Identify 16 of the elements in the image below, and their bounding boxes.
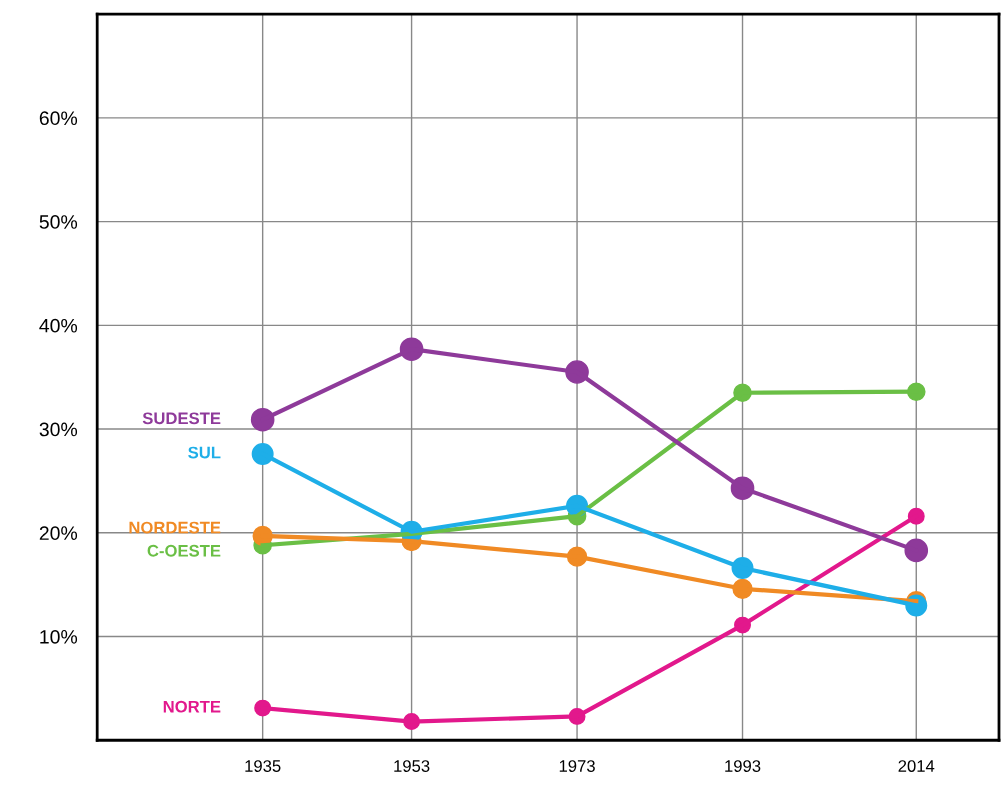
x-tick-label: 1953 bbox=[394, 760, 430, 772]
y-tick-label: 30% bbox=[39, 422, 78, 437]
text: C-OESTE bbox=[147, 544, 221, 557]
x-tick-label: 2014 bbox=[898, 760, 935, 772]
x-tick-label: 1973 bbox=[559, 760, 595, 772]
series-label: SUL bbox=[188, 446, 221, 459]
series-label: SUDESTE bbox=[142, 412, 221, 425]
series-label: NORDESTE bbox=[129, 521, 221, 534]
y-tick-label: 40% bbox=[39, 318, 78, 333]
y-tick-label: 60% bbox=[39, 111, 78, 126]
text: NORTE bbox=[163, 700, 221, 713]
y-tick-label: 20% bbox=[39, 526, 78, 541]
x-tick-label: 1993 bbox=[725, 760, 761, 772]
x-tick-label: 1935 bbox=[245, 760, 281, 772]
y-tick-label: 50% bbox=[39, 215, 78, 229]
y-tick-label: 10% bbox=[40, 629, 78, 644]
